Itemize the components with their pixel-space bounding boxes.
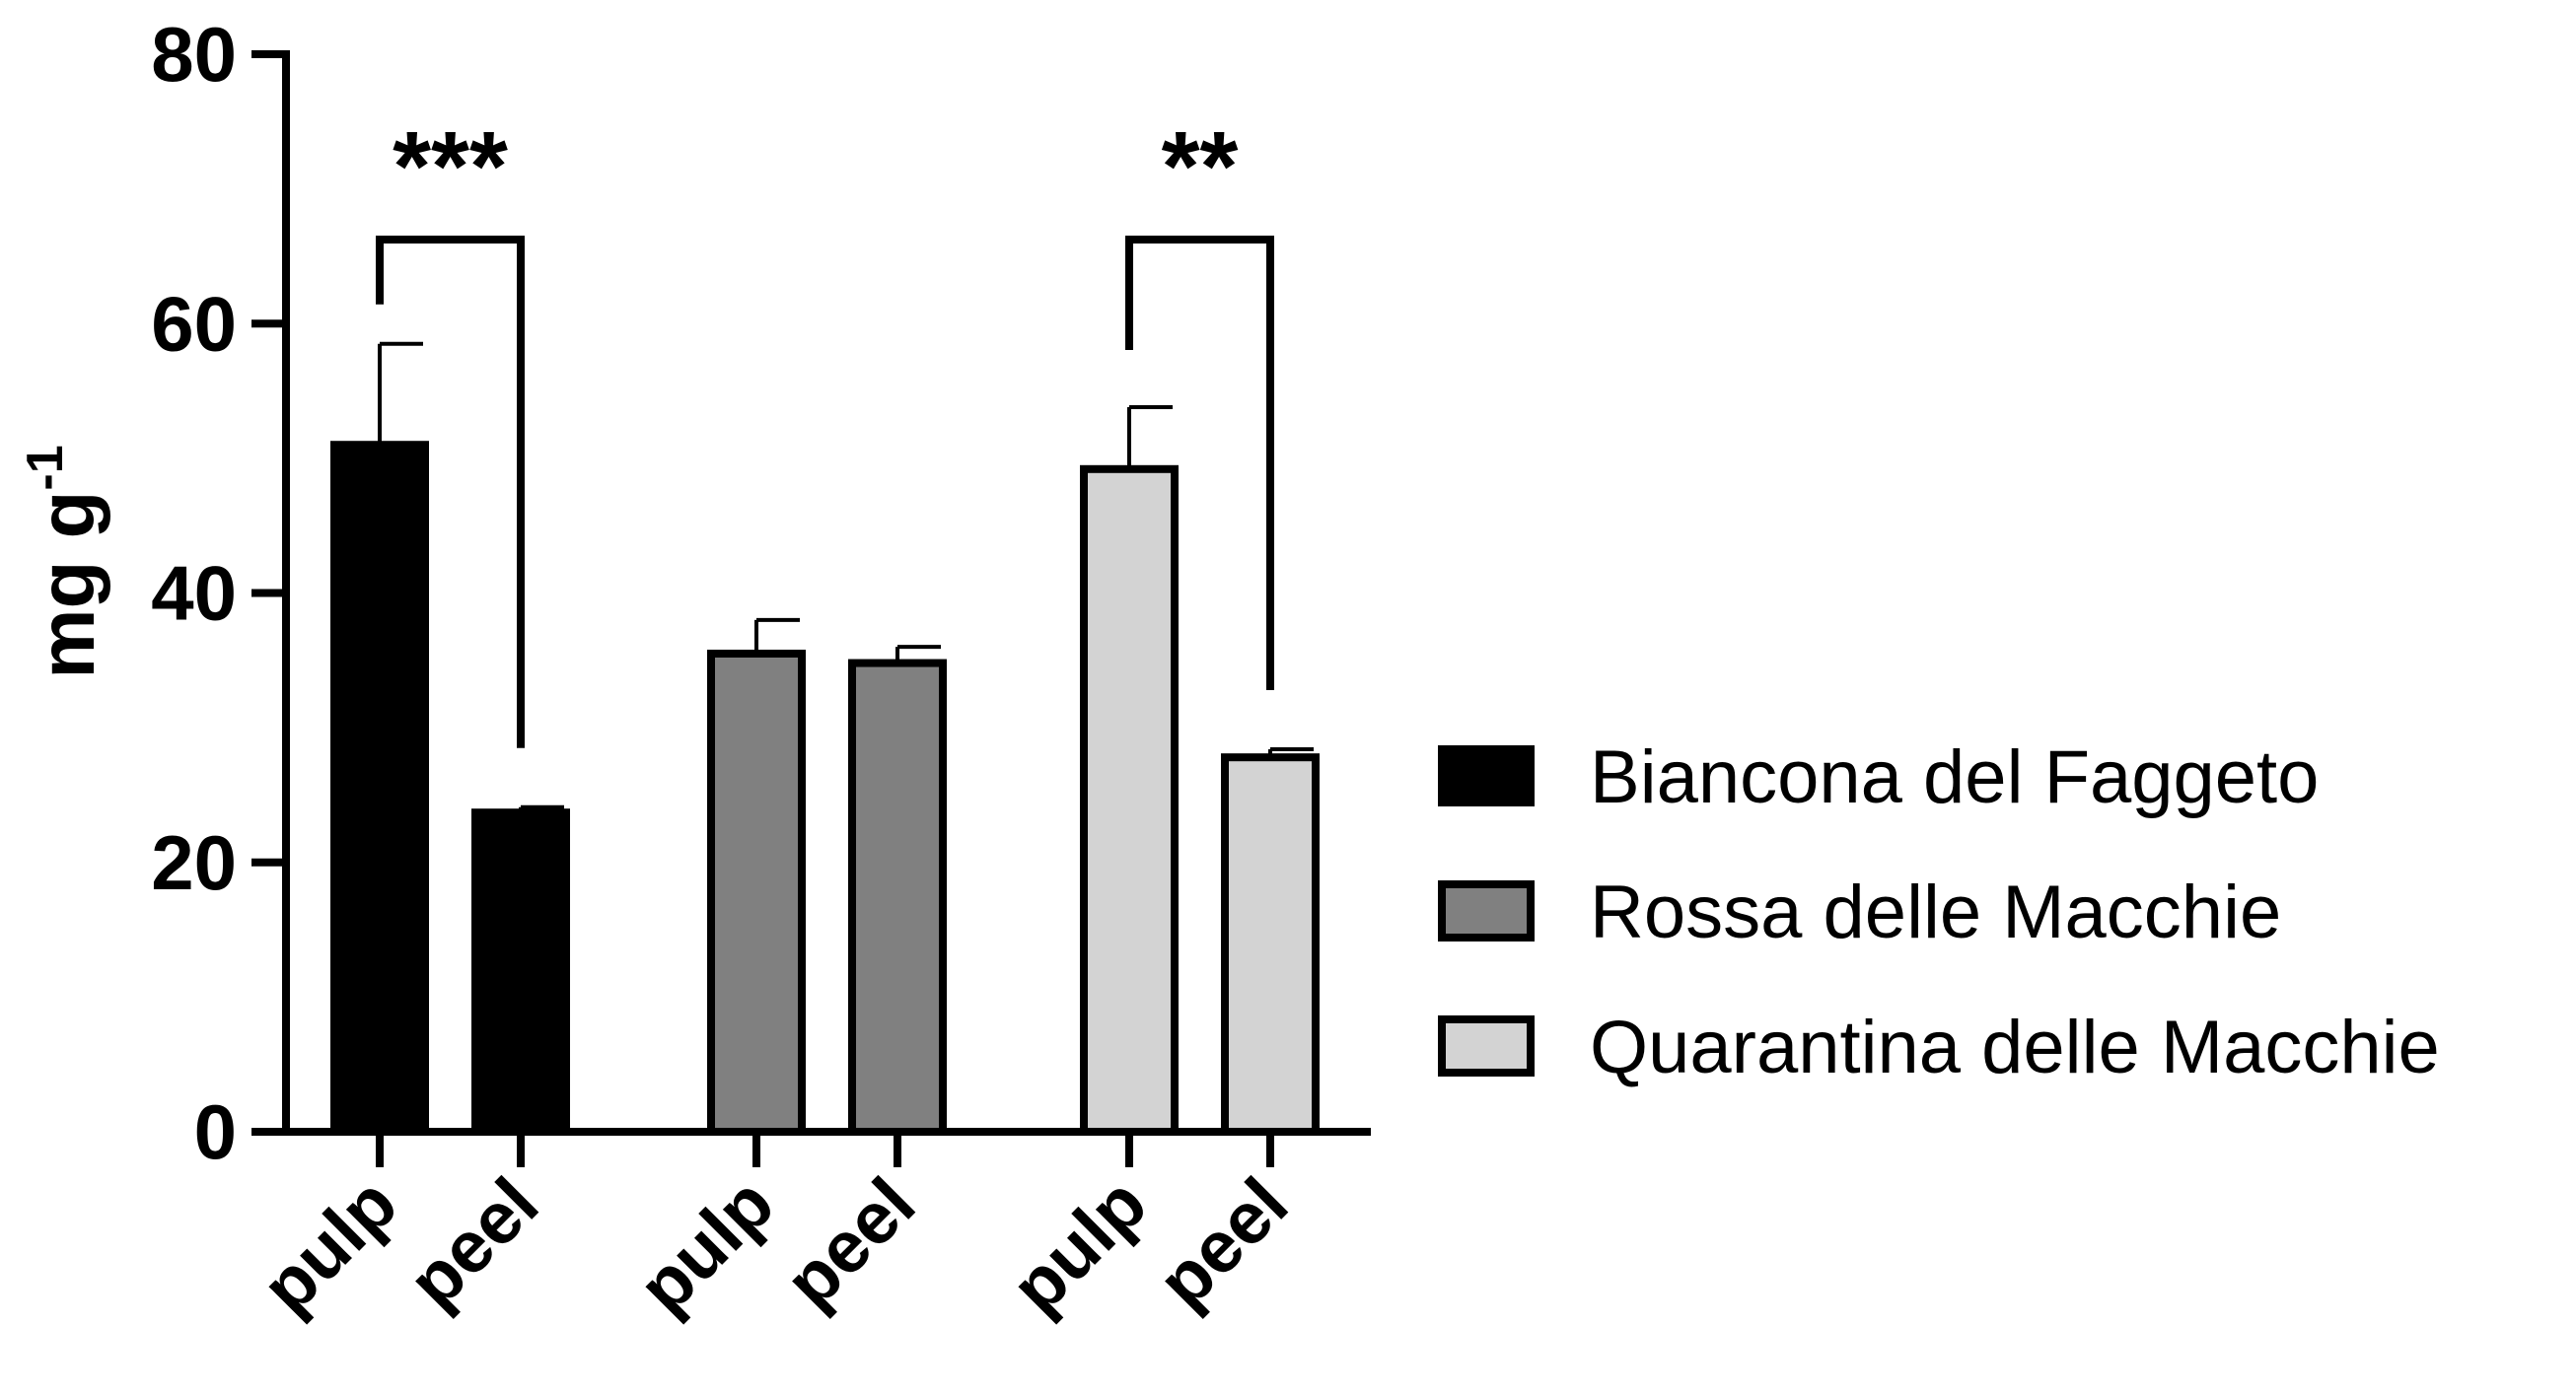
significance-label: *** bbox=[393, 111, 508, 222]
y-axis: 0 20 40 60 80 bbox=[151, 11, 290, 1175]
legend-label: Quarantina delle Macchie bbox=[1590, 1006, 2440, 1089]
x-tick-label-pulp: pulp bbox=[995, 1162, 1162, 1329]
bar-pulp-series-1 bbox=[707, 649, 806, 1136]
significance-bracket bbox=[376, 236, 525, 748]
y-tick-label: 0 bbox=[194, 1088, 237, 1175]
x-tick-label-pulp: pulp bbox=[246, 1162, 412, 1329]
x-tick-label-peel: peel bbox=[1142, 1162, 1303, 1323]
x-tick-label-peel: peel bbox=[769, 1162, 930, 1323]
y-axis-title-text: mg g bbox=[23, 491, 110, 679]
y-tick-label: 40 bbox=[151, 550, 237, 637]
legend-swatch bbox=[1438, 880, 1535, 942]
legend-swatch bbox=[1438, 745, 1535, 806]
svg-text:mg g-1: mg g-1 bbox=[17, 445, 110, 678]
x-tick-label-pulp: pulp bbox=[622, 1162, 789, 1329]
legend: Biancona del Faggeto Rossa delle Macchie Q… bbox=[1438, 735, 2440, 1089]
y-tick-label: 80 bbox=[151, 11, 237, 98]
legend-label: Rossa delle Macchie bbox=[1590, 871, 2281, 954]
bars bbox=[330, 341, 1320, 1136]
legend-swatch bbox=[1438, 1015, 1535, 1077]
bar-pulp-series-0 bbox=[330, 441, 429, 1136]
significance-bracket bbox=[1125, 236, 1274, 690]
significance-label: ** bbox=[1162, 111, 1239, 222]
legend-label: Biancona del Faggeto bbox=[1590, 735, 2319, 819]
x-tick-label-peel: peel bbox=[393, 1162, 553, 1323]
bar-peel-series-1 bbox=[848, 659, 947, 1136]
y-axis-title: mg g-1 bbox=[17, 445, 110, 678]
bar-pulp-series-2 bbox=[1080, 464, 1179, 1136]
significance-annotations: *** ** bbox=[376, 111, 1274, 748]
y-tick-label: 20 bbox=[151, 819, 237, 906]
bar-peel-series-2 bbox=[1221, 753, 1320, 1136]
bar-peel-series-0 bbox=[471, 808, 570, 1136]
y-axis-title-superscript: -1 bbox=[17, 445, 74, 490]
y-tick-label: 60 bbox=[151, 280, 237, 367]
